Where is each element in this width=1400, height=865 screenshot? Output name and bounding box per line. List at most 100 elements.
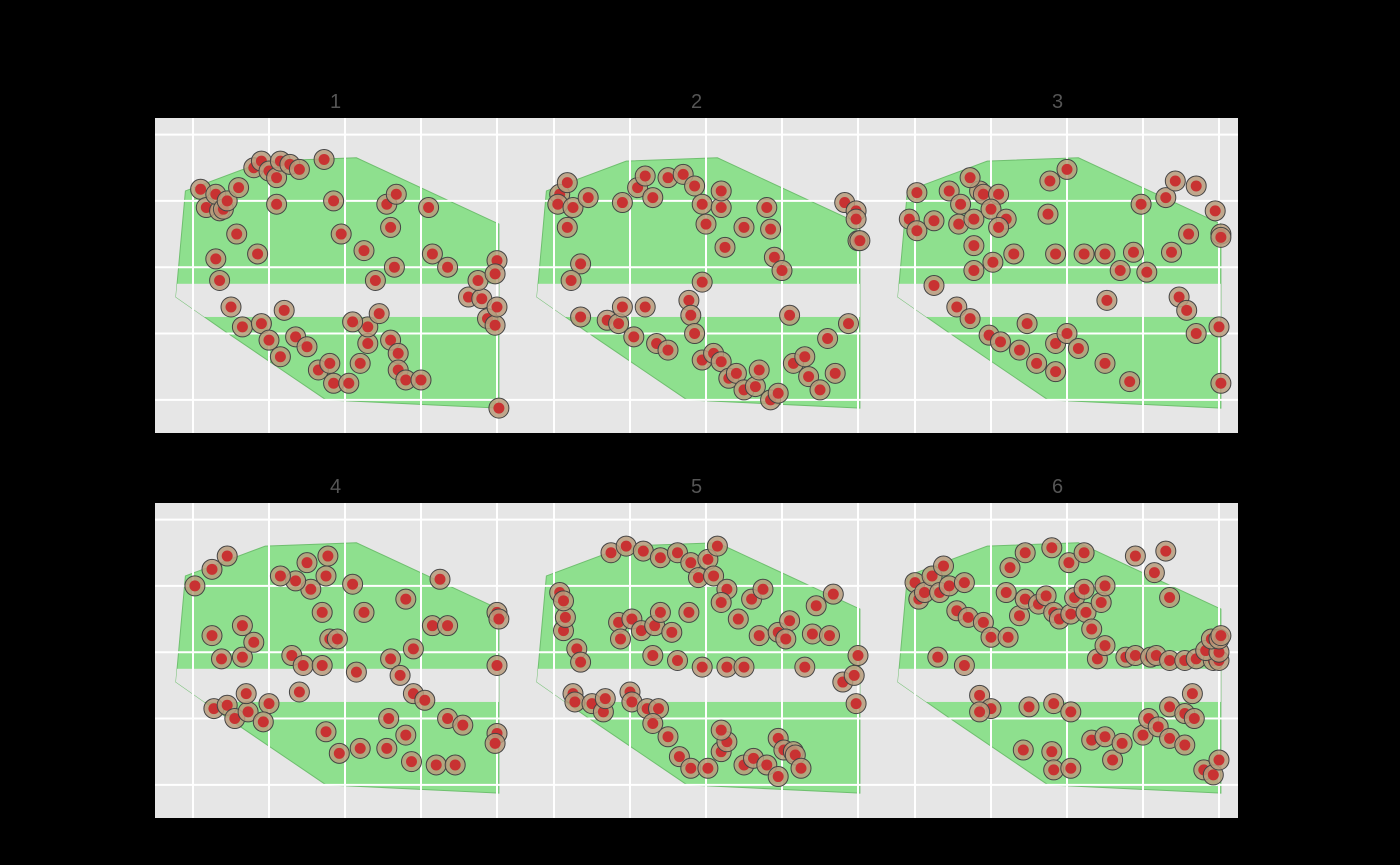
point-inner <box>222 551 233 562</box>
point-inner <box>689 328 700 339</box>
point-inner <box>442 713 453 724</box>
point-inner <box>1046 746 1057 757</box>
point-inner <box>959 660 970 671</box>
point-inner <box>799 662 810 673</box>
point-inner <box>385 222 396 233</box>
point-inner <box>294 164 305 175</box>
point-inner <box>490 738 501 749</box>
point-inner <box>552 199 563 210</box>
point-inner <box>321 570 332 581</box>
point-inner <box>492 660 503 671</box>
point-inner <box>427 248 438 259</box>
point-inner <box>959 577 970 588</box>
xtick-label: 200 <box>539 829 569 849</box>
point-inner <box>493 614 504 625</box>
point-inner <box>450 759 461 770</box>
point-inner <box>252 248 263 259</box>
ytick-label: 1000 <box>102 510 142 530</box>
point-inner <box>1014 345 1025 356</box>
point-inner <box>569 696 580 707</box>
xtick-label: 1000 <box>838 829 878 849</box>
xtick-label: 1000 <box>477 829 517 849</box>
point-inner <box>638 546 649 557</box>
point-inner <box>431 759 442 770</box>
point-inner <box>697 277 708 288</box>
point-inner <box>955 199 966 210</box>
point-inner <box>689 180 700 191</box>
point-inner <box>919 587 930 598</box>
point-inner <box>944 580 955 591</box>
point-inner <box>271 199 282 210</box>
point-inner <box>716 597 727 608</box>
point-inner <box>951 302 962 313</box>
point-inner <box>258 716 269 727</box>
panel-5: 52004006008001000 <box>516 476 878 849</box>
point-inner <box>712 541 723 552</box>
point-inner <box>1065 763 1076 774</box>
ytick-label: 1000 <box>102 125 142 145</box>
point-inner <box>427 620 438 631</box>
point-inner <box>1100 248 1111 259</box>
point-inner <box>400 730 411 741</box>
point-inner <box>1086 624 1097 635</box>
point-inner <box>383 713 394 724</box>
panel-4: 420040060080010002004006008001000 <box>102 476 517 849</box>
point-inner <box>248 637 259 648</box>
point-inner <box>702 554 713 565</box>
point-inner <box>1079 547 1090 558</box>
point-inner <box>978 617 989 628</box>
point-inner <box>1046 542 1057 553</box>
point-inner <box>1138 730 1149 741</box>
point-inner <box>1164 592 1175 603</box>
point-inner <box>279 305 290 316</box>
point-inner <box>911 225 922 236</box>
xtick-label: 400 <box>254 829 284 849</box>
point-inner <box>932 652 943 663</box>
point-inner <box>777 265 788 276</box>
point-inner <box>683 607 694 618</box>
xtick-label: 800 <box>767 829 797 849</box>
point-inner <box>423 202 434 213</box>
point-inner <box>1100 731 1111 742</box>
xtick-label: 600 <box>330 829 360 849</box>
point-inner <box>207 630 218 641</box>
point-inner <box>1101 295 1112 306</box>
point-inner <box>663 172 674 183</box>
point-inner <box>987 257 998 268</box>
point-inner <box>708 570 719 581</box>
point-inner <box>953 219 964 230</box>
point-inner <box>685 557 696 568</box>
panel-3: 3 <box>877 91 1238 433</box>
point-inner <box>995 336 1006 347</box>
panel-title: 6 <box>1052 476 1063 498</box>
xtick-label: 600 <box>1052 829 1082 849</box>
point-inner <box>911 187 922 198</box>
point-inner <box>222 195 233 206</box>
point-inner <box>490 320 501 331</box>
point-inner <box>1043 209 1054 220</box>
point-inner <box>442 620 453 631</box>
point-inner <box>944 185 955 196</box>
point-inner <box>332 633 343 644</box>
point-inner <box>1014 610 1025 621</box>
point-inner <box>324 358 335 369</box>
point-inner <box>1001 587 1012 598</box>
point-inner <box>1164 655 1175 666</box>
point-inner <box>406 756 417 767</box>
point-inner <box>678 169 689 180</box>
point-inner <box>824 630 835 641</box>
point-inner <box>1160 546 1171 557</box>
ytick-label: 200 <box>112 775 142 795</box>
point-inner <box>294 687 305 698</box>
point-inner <box>393 348 404 359</box>
point-inner <box>701 219 712 230</box>
point-inner <box>381 743 392 754</box>
point-inner <box>1100 580 1111 591</box>
point-inner <box>720 242 731 253</box>
point-inner <box>1022 318 1033 329</box>
point-inner <box>796 763 807 774</box>
point-inner <box>1020 547 1031 558</box>
panel-1: 12004006008001000 <box>102 91 516 433</box>
point-inner <box>830 368 841 379</box>
point-inner <box>336 229 347 240</box>
